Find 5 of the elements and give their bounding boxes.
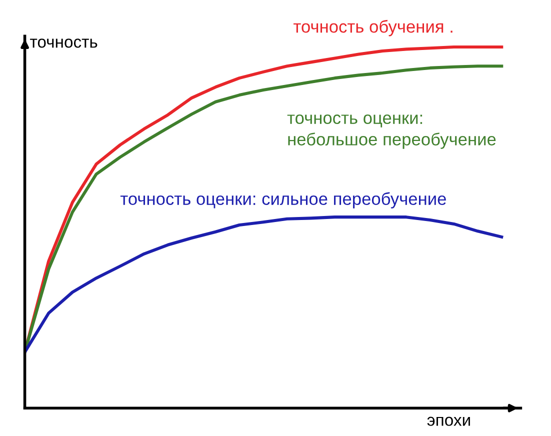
series-label: точность обучения .	[294, 20, 452, 36]
x-axis-title: эпохи	[427, 416, 470, 426]
series-label: точность оценки: сильное переобучение	[120, 192, 446, 208]
y-axis-title: точность	[30, 38, 98, 48]
series-label: точность оценки: небольшое переобучение	[287, 114, 496, 149]
